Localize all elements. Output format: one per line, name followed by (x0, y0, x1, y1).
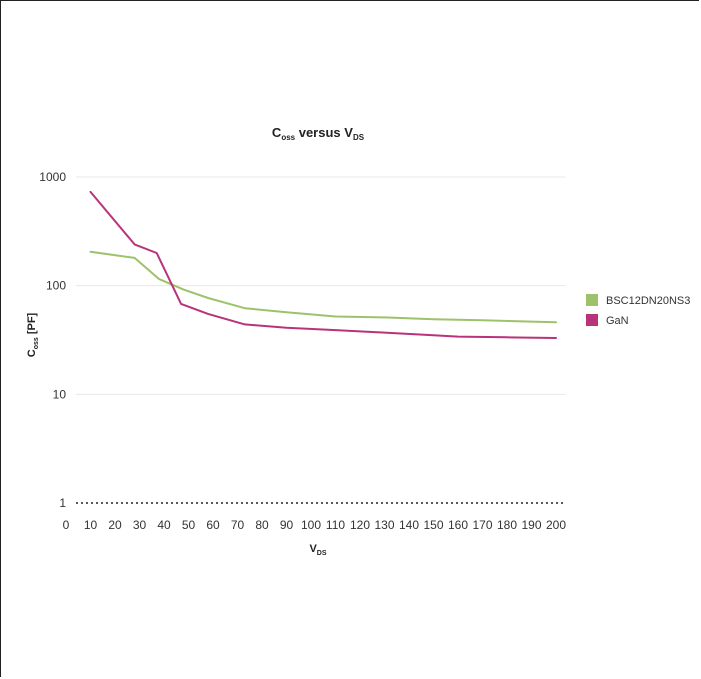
x-tick-label: 10 (84, 518, 98, 532)
x-tick-label: 110 (326, 518, 345, 532)
x-tick-label: 100 (301, 518, 321, 532)
x-tick-label: 70 (231, 518, 245, 532)
legend: BSC12DN20NS3 GaN (586, 294, 690, 327)
y-tick-label: 10 (53, 387, 67, 401)
x-tick-label: 60 (206, 518, 220, 532)
chart-title: Coss versus VDS (272, 125, 365, 142)
x-tick-label: 190 (521, 518, 541, 532)
x-tick-label: 140 (399, 518, 419, 532)
x-tick-label: 50 (182, 518, 196, 532)
legend-swatch-bsc12dn20ns3 (586, 294, 598, 306)
x-tick-label: 0 (63, 518, 70, 532)
x-tick-label: 90 (280, 518, 294, 532)
legend-label-gan: GaN (606, 315, 629, 327)
x-tick-label: 20 (108, 518, 122, 532)
legend-label-bsc12dn20ns3: BSC12DN20NS3 (606, 295, 690, 307)
y-tick-label: 1000 (39, 170, 66, 184)
grid-layer (76, 176, 566, 504)
x-tick-label: 120 (350, 518, 370, 532)
series-line-bsc12dn20ns3 (89, 250, 557, 324)
series-layer (89, 190, 557, 339)
x-axis-title: VDS (309, 543, 326, 557)
x-tick-label: 30 (133, 518, 147, 532)
x-tick-label: 40 (157, 518, 171, 532)
y-tick-label: 1 (59, 496, 66, 510)
x-tick-label: 200 (546, 518, 566, 532)
y-tick-label: 100 (46, 279, 66, 293)
series-line-gan (89, 190, 557, 339)
legend-item-gan[interactable]: GaN (586, 314, 629, 327)
x-tick-label: 130 (374, 518, 394, 532)
x-tick-label: 80 (255, 518, 269, 532)
y-axis-title: Coss [PF] (26, 312, 40, 357)
x-tick-label: 150 (423, 518, 443, 532)
legend-item-bsc12dn20ns3[interactable]: BSC12DN20NS3 (586, 294, 690, 307)
x-tick-label: 180 (497, 518, 517, 532)
legend-swatch-gan (586, 314, 598, 326)
x-tick-label: 160 (448, 518, 468, 532)
x-tick-label: 170 (472, 518, 492, 532)
